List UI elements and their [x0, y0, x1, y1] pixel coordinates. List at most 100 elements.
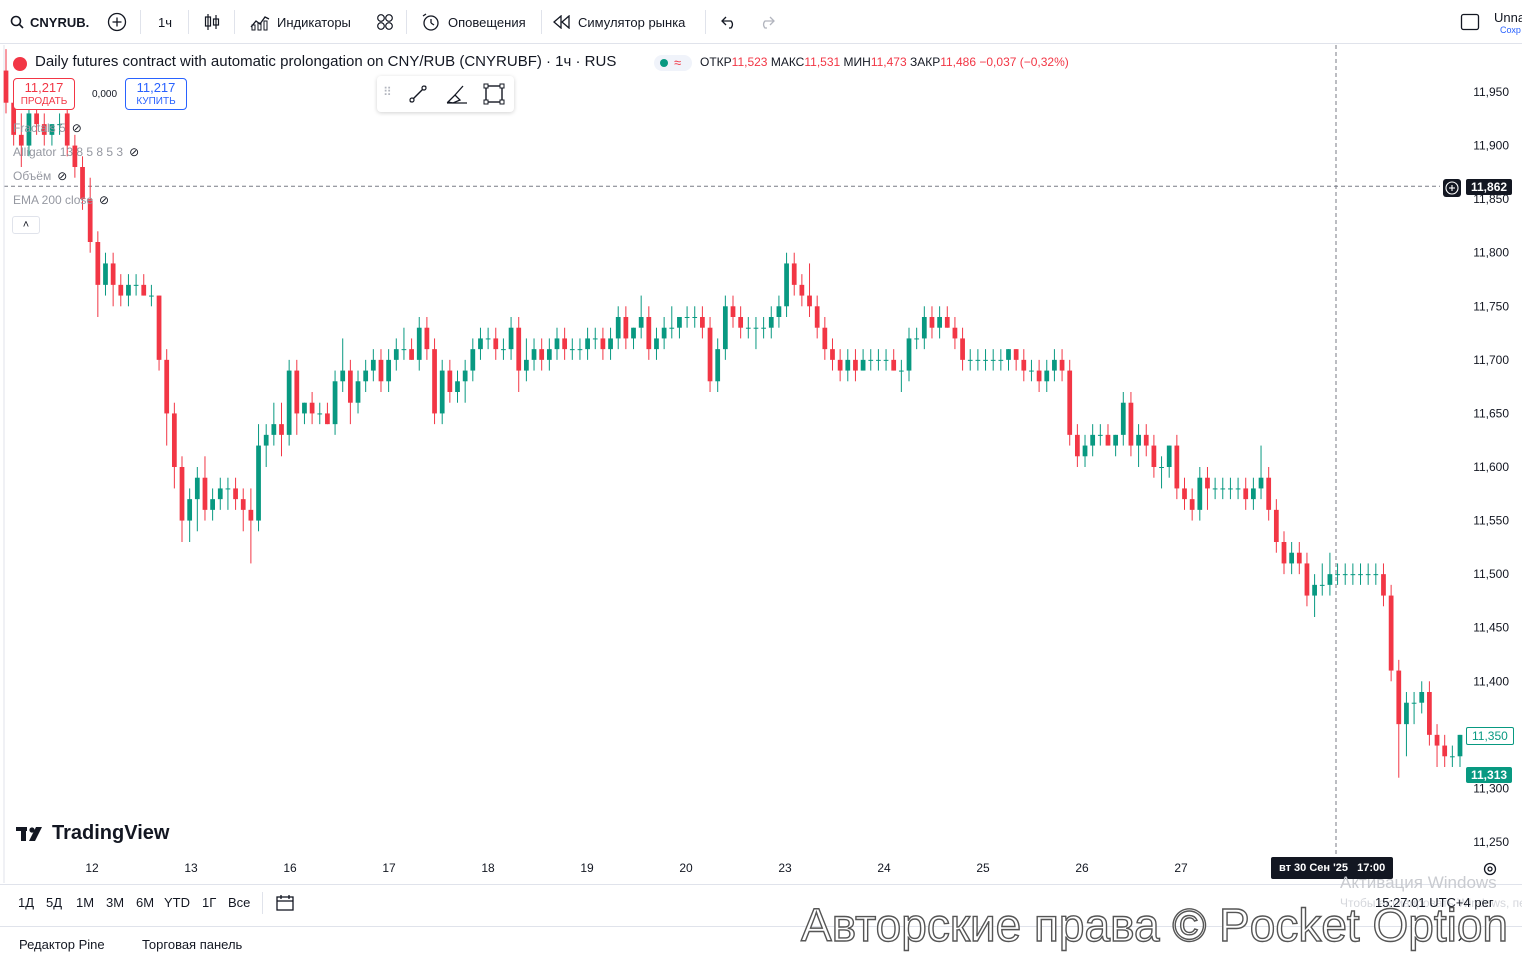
replay-button[interactable]: Симулятор рынка: [553, 0, 685, 44]
candle: [256, 424, 261, 532]
candle: [638, 295, 644, 339]
bottom-panel-tabs: [0, 926, 1522, 958]
candle: [110, 252, 116, 307]
market-status[interactable]: ≈: [654, 55, 692, 71]
candle: [302, 402, 307, 425]
candle: [1442, 734, 1448, 767]
range-button-6[interactable]: 1Г: [202, 895, 217, 910]
candle: [631, 327, 636, 350]
candle: [1097, 424, 1103, 446]
trend-line-icon[interactable]: [407, 83, 429, 105]
candle: [1266, 467, 1272, 521]
layout-name[interactable]: Unna: [1494, 10, 1522, 25]
settings-gear-icon[interactable]: [1482, 861, 1498, 877]
candle: [914, 327, 920, 350]
add-alert-crosshair-button[interactable]: [1443, 179, 1461, 197]
candle: [1289, 542, 1295, 575]
range-button-3[interactable]: 3М: [106, 895, 125, 910]
candle: [1342, 563, 1348, 585]
candle: [1251, 477, 1256, 510]
candle: [615, 306, 621, 350]
clock[interactable]: 15:27:01 UTC+4 рег: [1375, 895, 1494, 910]
price-tick-7: 11,600: [1473, 460, 1509, 474]
indicators-button[interactable]: Индикаторы: [250, 0, 351, 44]
candle: [1082, 434, 1088, 467]
range-button-1[interactable]: 5Д: [46, 895, 63, 910]
time-tick-7: 23: [778, 861, 792, 875]
collapse-legend-button[interactable]: ˄: [12, 216, 40, 234]
candle: [585, 327, 590, 360]
candle: [409, 338, 414, 360]
templates-button[interactable]: [376, 0, 394, 44]
eye-off-icon[interactable]: ⊘: [71, 121, 82, 135]
chart-type-button[interactable]: [203, 0, 221, 44]
indicator-volume[interactable]: Объём ⊘: [13, 169, 68, 183]
brush-icon[interactable]: [445, 83, 469, 105]
candle: [103, 252, 108, 296]
candle: [156, 295, 162, 371]
indicator-alligator[interactable]: Alligator 13 8 5 8 5 3 ⊘: [13, 145, 140, 159]
candle: [493, 327, 499, 360]
legend-title[interactable]: Daily futures contract with automatic pr…: [35, 53, 617, 70]
drag-handle-icon[interactable]: ⠿: [383, 85, 392, 99]
candle: [187, 488, 193, 542]
candle: [1159, 456, 1164, 489]
indicator-ema[interactable]: EMA 200 close ⊘: [13, 193, 110, 207]
candle: [1059, 349, 1065, 382]
tab-pine-editor[interactable]: Редактор Pine: [19, 937, 105, 952]
windows-activation-title: Активация Windows: [1340, 873, 1497, 892]
alerts-button[interactable]: Оповещения: [421, 0, 526, 44]
time-tick-10: 26: [1075, 861, 1089, 875]
candle: [1235, 477, 1241, 500]
symbol-search[interactable]: CNYRUB.: [10, 0, 89, 44]
undo-icon: [721, 16, 734, 29]
candle: [921, 306, 927, 350]
copyright-watermark: Авторские права © Pocket Option: [800, 898, 1508, 951]
date-range-bar: [0, 884, 1522, 922]
range-button-7[interactable]: Все: [228, 895, 251, 910]
interval-button[interactable]: 1ч: [158, 14, 173, 30]
candle: [531, 338, 537, 371]
calendar-range-icon[interactable]: [275, 893, 295, 913]
indicator-fractals[interactable]: Fractals 5 ⊘: [13, 121, 82, 135]
candle: [95, 231, 101, 317]
candle: [1373, 563, 1379, 585]
candle: [715, 338, 721, 392]
eye-off-icon[interactable]: ⊘: [57, 169, 68, 183]
buy-button[interactable]: 11,217 КУПИТЬ: [125, 78, 187, 110]
chevron-up-icon[interactable]: ⌃: [1455, 936, 1469, 953]
range-button-5[interactable]: YTD: [164, 895, 190, 910]
sell-button[interactable]: 11,217 ПРОДАТЬ: [13, 78, 75, 110]
exchange-flag-icon: [13, 57, 27, 71]
candle: [1036, 359, 1042, 392]
rectangle-icon[interactable]: [483, 83, 505, 105]
candle: [126, 274, 131, 307]
compare-button[interactable]: [107, 0, 127, 44]
range-button-2[interactable]: 1М: [76, 895, 95, 910]
candle: [363, 359, 369, 392]
price-tick-2: 11,850: [1473, 192, 1509, 206]
crosshair-time-label: вт 30 Сен '25 17:00: [1271, 857, 1394, 879]
candle: [424, 317, 430, 360]
layout-checkbox[interactable]: [1460, 0, 1480, 44]
candle: [49, 124, 55, 146]
candle: [730, 295, 736, 328]
candle: [1052, 349, 1057, 382]
candle: [944, 306, 950, 328]
undo-button[interactable]: [720, 0, 738, 44]
candle: [41, 113, 47, 146]
tradingview-logo[interactable]: TradingView: [16, 822, 169, 845]
redo-button[interactable]: [758, 0, 776, 44]
candle: [1220, 477, 1226, 500]
tab-trading-panel[interactable]: Торговая панель: [142, 937, 243, 952]
price-chart[interactable]: 11,950 11,900 11,850 11,800 11,750 11,700 11,6…: [0, 45, 1522, 883]
range-button-0[interactable]: 1Д: [18, 895, 35, 910]
range-button-4[interactable]: 6М: [136, 895, 155, 910]
eye-off-icon[interactable]: ⊘: [129, 145, 140, 159]
eye-off-icon[interactable]: ⊘: [99, 193, 110, 207]
candle: [853, 349, 858, 382]
candle: [470, 338, 476, 382]
price-tick-5: 11,700: [1473, 353, 1509, 367]
candle: [149, 284, 154, 307]
candle: [837, 349, 843, 382]
